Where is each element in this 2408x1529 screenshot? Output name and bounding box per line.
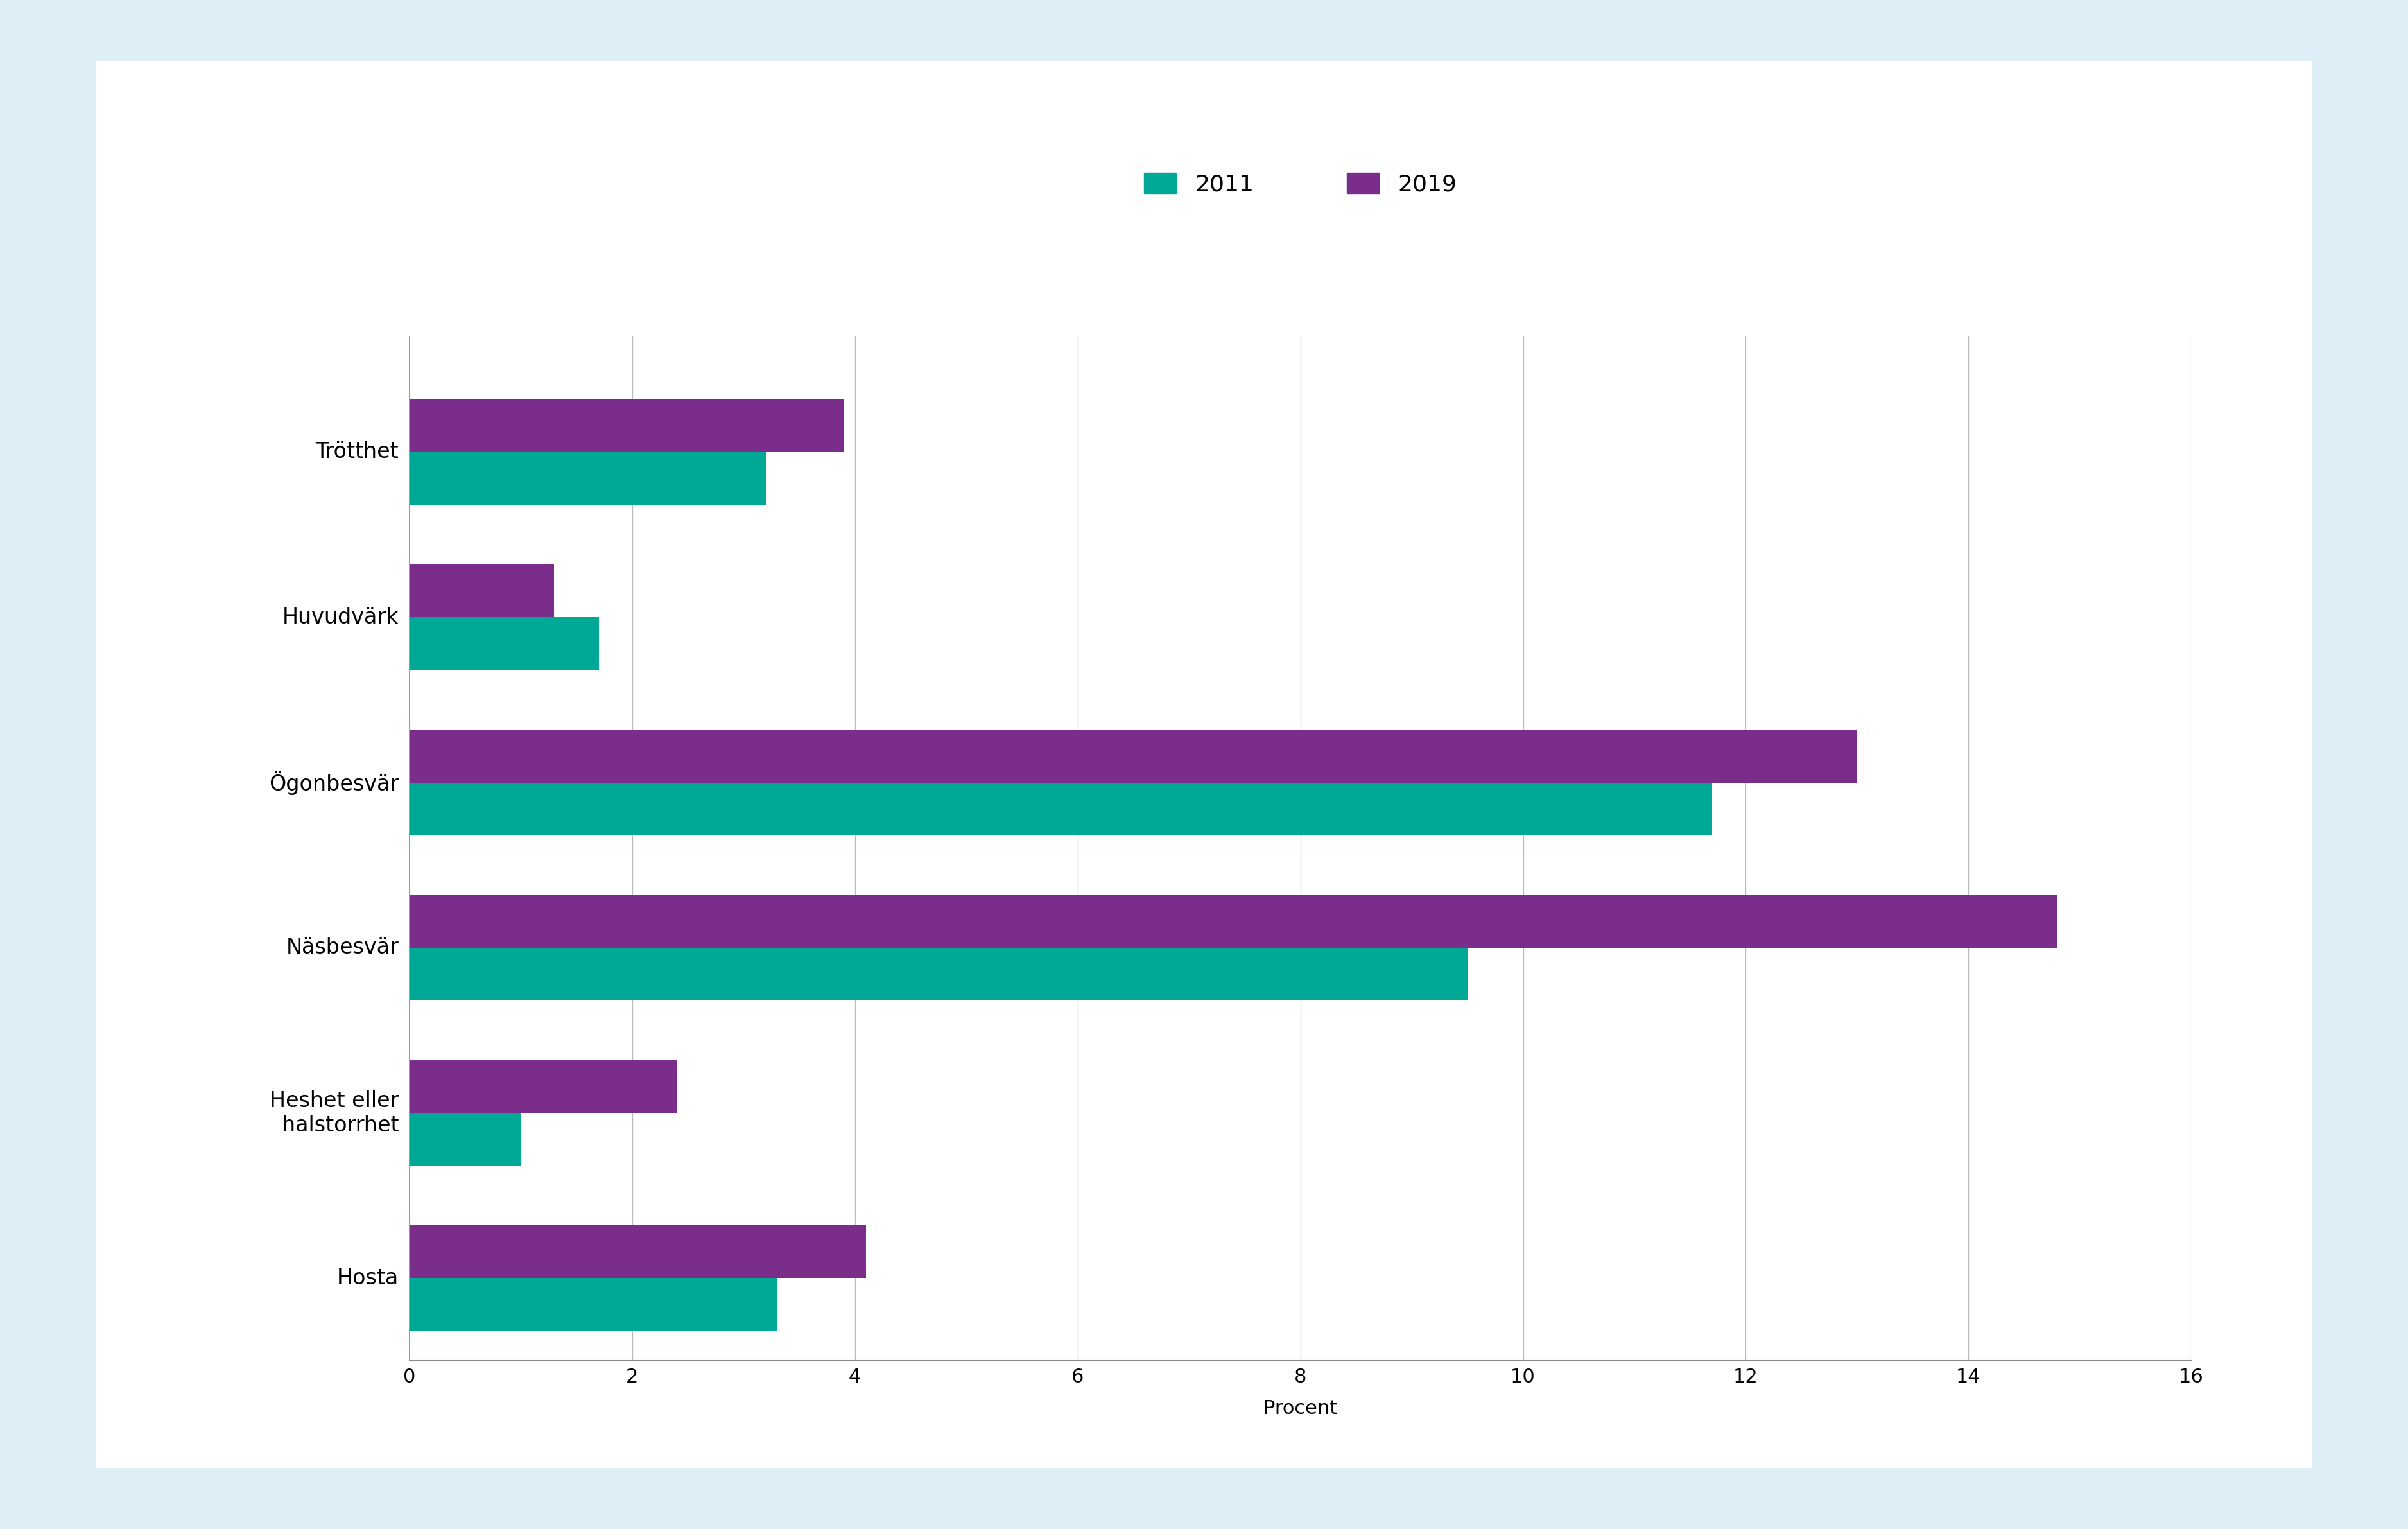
Legend: 2011, 2019: 2011, 2019 xyxy=(1134,164,1466,205)
Bar xyxy=(409,618,600,670)
Bar xyxy=(409,1225,867,1278)
Bar xyxy=(409,729,1857,783)
Bar xyxy=(409,783,1712,835)
Bar xyxy=(409,399,843,453)
Bar xyxy=(409,1278,778,1332)
Bar xyxy=(409,894,2056,948)
Bar xyxy=(409,1113,520,1165)
X-axis label: Procent: Procent xyxy=(1264,1399,1336,1417)
Bar xyxy=(409,453,766,505)
Bar xyxy=(409,1060,677,1113)
Bar xyxy=(409,948,1466,1000)
Bar xyxy=(409,564,554,618)
